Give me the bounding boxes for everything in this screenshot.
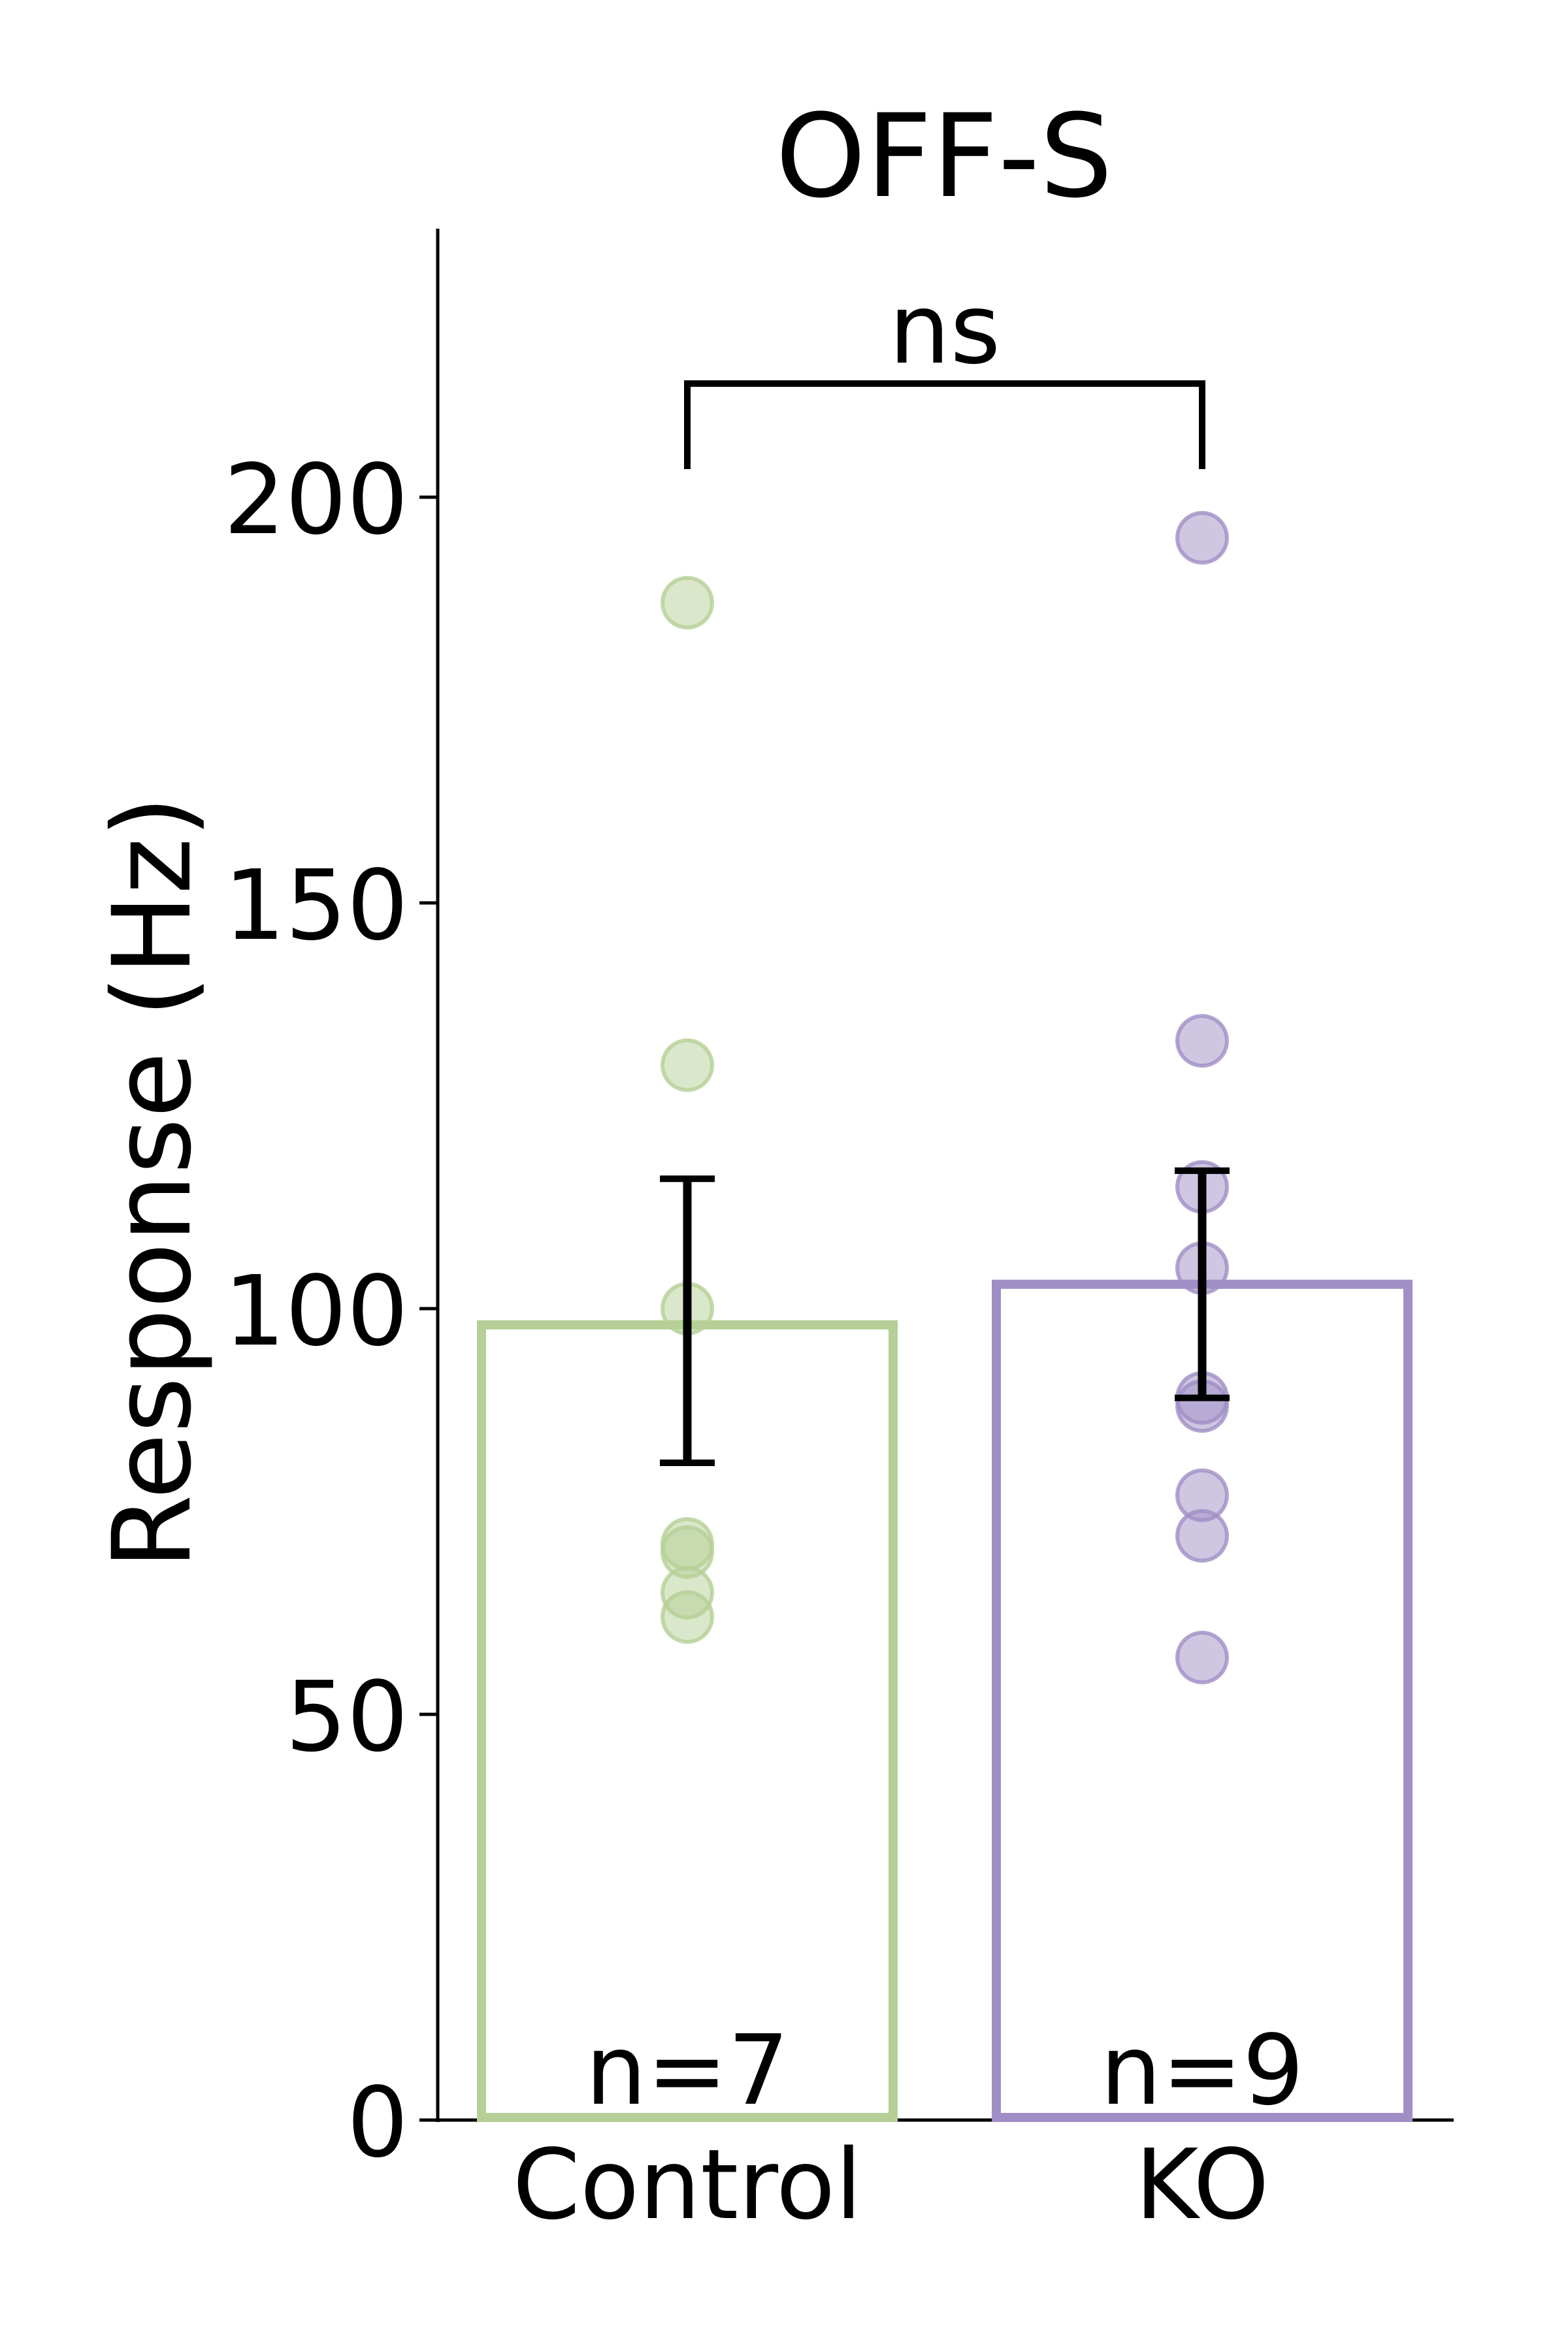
chart-title: OFF-S <box>776 90 1113 223</box>
y-tick-label: 200 <box>224 444 409 556</box>
data-point <box>1175 1509 1229 1563</box>
count-label: n=7 <box>585 2014 789 2127</box>
significance-bracket <box>684 380 1205 469</box>
y-tick-label: 50 <box>286 1661 408 1773</box>
data-point <box>661 1038 714 1092</box>
data-point <box>1175 1014 1229 1068</box>
data-point <box>1175 511 1229 565</box>
count-label: n=9 <box>1100 2014 1304 2127</box>
y-tick-label: 150 <box>224 849 409 962</box>
error-bar <box>660 1175 715 1466</box>
error-bar <box>1175 1167 1230 1401</box>
x-tick-label: KO <box>1135 2129 1269 2241</box>
data-point <box>661 576 714 630</box>
y-tick-label: 0 <box>347 2066 408 2179</box>
x-tick-label: Control <box>513 2129 862 2241</box>
data-point <box>661 1590 714 1644</box>
y-tick-label: 100 <box>224 1255 409 1367</box>
significance-label: ns <box>889 273 1001 385</box>
y-axis-label: Response (Hz) <box>90 796 215 1569</box>
data-point <box>1175 1631 1229 1685</box>
